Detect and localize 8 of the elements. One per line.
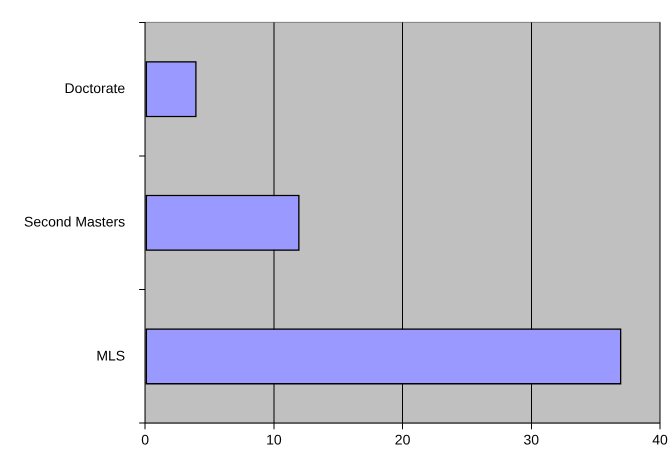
x-tick-label: 30 (524, 431, 540, 448)
y-tick-label: Second Masters (24, 214, 126, 230)
x-tick-label: 40 (652, 431, 668, 448)
x-tick-label: 10 (266, 431, 282, 448)
x-tick-label: 20 (394, 431, 411, 448)
y-tick-label: Doctorate (64, 80, 126, 96)
y-tick-label: MLS (96, 347, 126, 364)
x-tick-label: 0 (141, 431, 150, 448)
